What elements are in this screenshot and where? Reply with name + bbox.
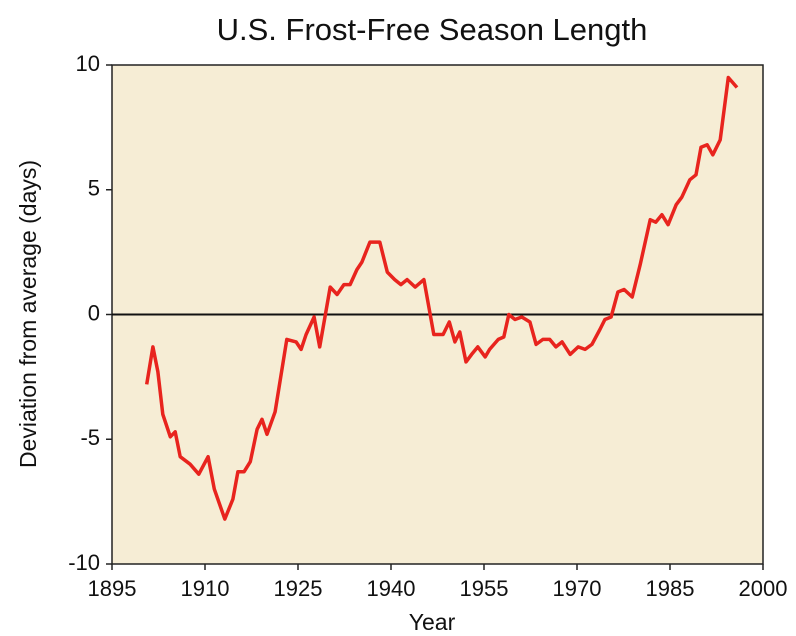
x-tick-label: 1940 <box>367 576 416 601</box>
y-tick-label: 10 <box>76 51 100 76</box>
x-axis-label: Year <box>409 609 456 635</box>
y-tick-label: -10 <box>68 550 100 575</box>
x-tick-label: 1955 <box>460 576 509 601</box>
x-tick-label: 1925 <box>274 576 323 601</box>
y-tick-label: 5 <box>88 176 100 201</box>
y-axis-label: Deviation from average (days) <box>15 160 41 468</box>
x-tick-label: 1985 <box>646 576 695 601</box>
x-tick-label: 1910 <box>181 576 230 601</box>
chart-title: U.S. Frost-Free Season Length <box>217 12 648 47</box>
x-tick-label: 1970 <box>553 576 602 601</box>
data-line <box>144 75 739 521</box>
y-tick-label: -5 <box>80 425 100 450</box>
y-tick-label: 0 <box>88 300 100 325</box>
x-tick-label: 2000 <box>739 576 788 601</box>
x-tick-label: 1895 <box>88 576 137 601</box>
